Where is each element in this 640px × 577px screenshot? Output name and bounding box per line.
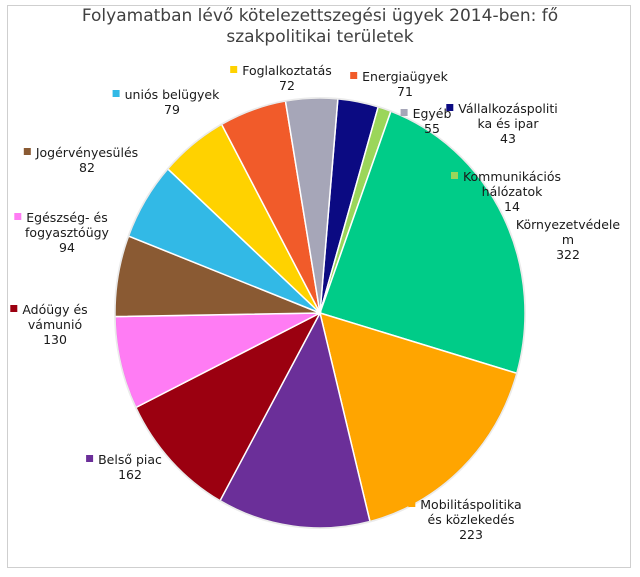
- slice-value-label: 130: [43, 332, 67, 347]
- slice-label-text: ka és ipar: [477, 116, 539, 131]
- slice-label-text: Környezetvédele: [516, 217, 620, 232]
- slice-label-text: Belső piac: [98, 452, 162, 467]
- slice-value-label: 94: [59, 240, 75, 255]
- slice-label-text: Egészség- és: [26, 210, 107, 225]
- slice-value-label: 55: [424, 121, 440, 136]
- slice-value-label: 14: [504, 199, 520, 214]
- slice-label-text: Vállalkozáspoliti: [458, 101, 557, 116]
- slice-value-label: 43: [500, 131, 516, 146]
- legend-key: [451, 172, 458, 179]
- legend-key: [401, 109, 408, 116]
- slice-label-text: hálózatok: [482, 184, 543, 199]
- slice-value-label: 72: [279, 78, 295, 93]
- slice-value-label: 223: [459, 527, 483, 542]
- slice-label-text: vámunió: [28, 317, 82, 332]
- slice-label-text: Adóügy és: [22, 302, 87, 317]
- slice-label-text: Kommunikációs: [463, 169, 561, 184]
- slice-label-text: Mobilitáspolitika: [420, 497, 521, 512]
- slice-label-text: uniós belügyek: [125, 87, 220, 102]
- slice-value-label: 162: [118, 467, 142, 482]
- slice-value-label: 322: [556, 247, 580, 262]
- slice-label-text: Energiaügyek: [362, 69, 448, 84]
- legend-key: [14, 213, 21, 220]
- legend-key: [10, 305, 17, 312]
- legend-key: [86, 455, 93, 462]
- slice-label-text: Jogérvényesülés: [35, 145, 138, 160]
- slice-value-label: 71: [397, 84, 413, 99]
- slice-label-text: Egyéb: [413, 106, 452, 121]
- legend-key: [230, 66, 237, 73]
- slice-value-label: 82: [79, 160, 95, 175]
- slice-value-label: 79: [164, 102, 180, 117]
- legend-key: [350, 72, 357, 79]
- slice-label-text: fogyasztóügy: [25, 225, 110, 240]
- legend-key: [24, 148, 31, 155]
- legend-key: [113, 90, 120, 97]
- slice-label-text: Foglalkoztatás: [242, 63, 332, 78]
- slice-label-text: m: [562, 232, 574, 247]
- slice-label-text: és közlekedés: [428, 512, 515, 527]
- legend-key: [408, 500, 415, 507]
